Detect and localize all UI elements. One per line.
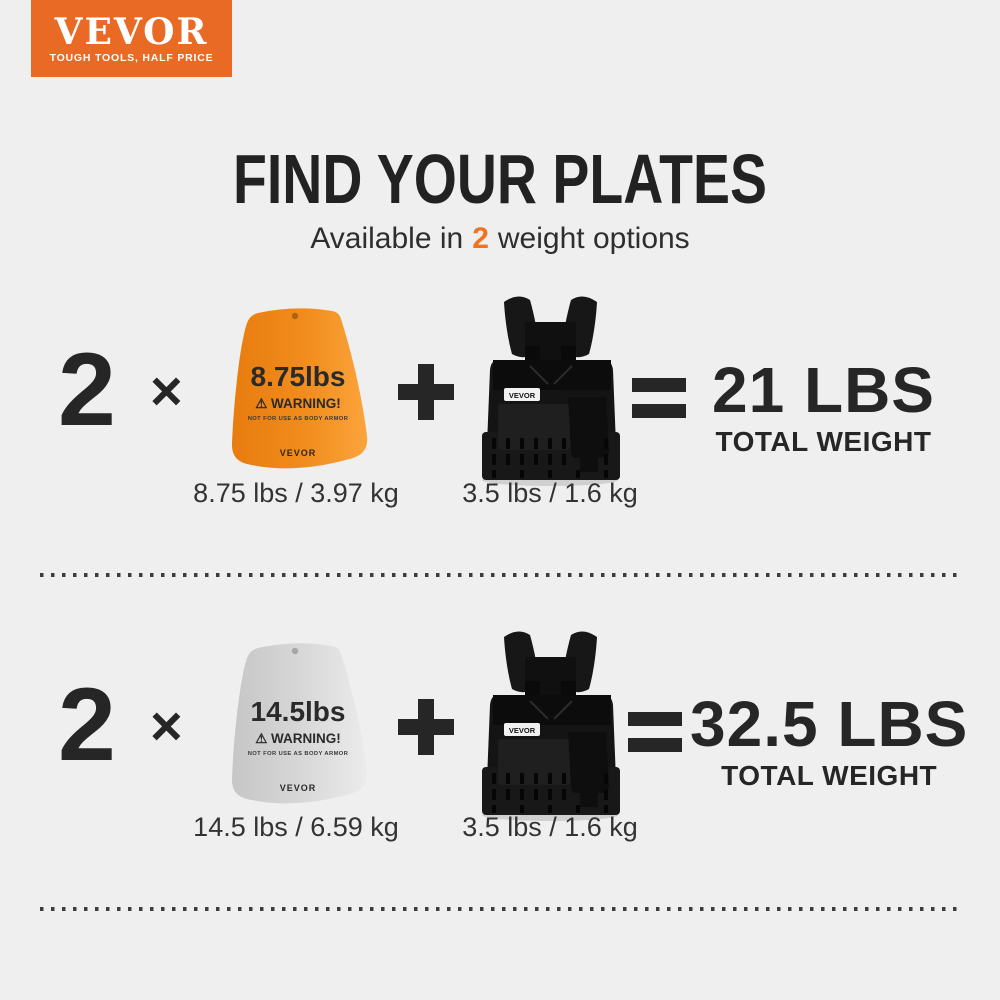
plate-hole bbox=[291, 312, 299, 320]
subtitle-suffix: weight options bbox=[497, 222, 690, 255]
plate-weight-label: 8.75lbs bbox=[251, 361, 346, 392]
plate-brand-label: VEVOR bbox=[280, 783, 317, 793]
row2-times-icon: × bbox=[150, 694, 183, 757]
row2-total-weight: 32.5 LBS bbox=[690, 688, 969, 760]
vest-brand-label: VEVOR bbox=[509, 726, 536, 735]
row1-plate-caption: 8.75 lbs / 3.97 kg bbox=[193, 478, 399, 508]
plate-hole bbox=[291, 647, 299, 655]
page-title: FIND YOUR PLATES bbox=[233, 140, 767, 218]
weight-plate-gray: 14.5lbs ⚠ WARNING! NOT FOR USE AS BODY A… bbox=[231, 643, 368, 804]
page-subtitle: Available in 2 weight options bbox=[0, 222, 1000, 256]
row1-result: = 21 LBS TOTAL WEIGHT bbox=[632, 354, 935, 458]
weight-vest: VEVOR bbox=[482, 631, 620, 821]
vevor-logo-text: VEVOR bbox=[54, 10, 209, 53]
plate-warning-note: NOT FOR USE AS BODY ARMOR bbox=[248, 416, 349, 422]
row1-equals-icon: = bbox=[632, 378, 686, 418]
plate-warning-label: ⚠ WARNING! bbox=[255, 731, 341, 746]
vevor-logo-tagline: TOUGH TOOLS, HALF PRICE bbox=[49, 51, 214, 64]
vevor-logo: VEVOR TOUGH TOOLS, HALF PRICE bbox=[31, 0, 232, 77]
row2-equals-icon: = bbox=[628, 712, 682, 752]
dotted-divider-1 bbox=[40, 573, 960, 577]
row2-multiplier: 2 bbox=[58, 667, 116, 783]
row1-total-label: TOTAL WEIGHT bbox=[715, 426, 932, 458]
row1-times-icon: × bbox=[150, 359, 183, 422]
header: FIND YOUR PLATES Available in 2 weight opt… bbox=[0, 140, 1000, 256]
row2-plate-caption: 14.5 lbs / 6.59 kg bbox=[193, 812, 399, 842]
row1-total-weight: 21 LBS bbox=[712, 354, 935, 426]
row1-vest-caption: 3.5 lbs / 1.6 kg bbox=[462, 478, 638, 508]
weight-plate-orange: 8.75lbs ⚠ WARNING! NOT FOR USE AS BODY A… bbox=[231, 308, 368, 469]
plate-warning-note: NOT FOR USE AS BODY ARMOR bbox=[248, 751, 349, 757]
dotted-divider-2 bbox=[40, 907, 960, 911]
weight-vest: VEVOR bbox=[482, 296, 620, 486]
vest-brand-label: VEVOR bbox=[509, 391, 536, 400]
row2-total-label: TOTAL WEIGHT bbox=[721, 760, 938, 792]
row2-plus-icon: + bbox=[398, 699, 454, 755]
row2-plus-char: + bbox=[398, 699, 399, 700]
subtitle-prefix: Available in bbox=[310, 222, 464, 255]
row1-plus-char: + bbox=[398, 364, 399, 365]
row1-multiplier: 2 bbox=[58, 332, 116, 448]
plate-weight-label: 14.5lbs bbox=[251, 696, 346, 727]
row2-result: = 32.5 LBS TOTAL WEIGHT bbox=[628, 688, 969, 792]
plate-warning-label: ⚠ WARNING! bbox=[255, 396, 341, 411]
plate-brand-label: VEVOR bbox=[280, 448, 317, 458]
row1-plus-icon: + bbox=[398, 364, 454, 420]
row2-vest-caption: 3.5 lbs / 1.6 kg bbox=[462, 812, 638, 842]
subtitle-count: 2 bbox=[472, 222, 489, 255]
